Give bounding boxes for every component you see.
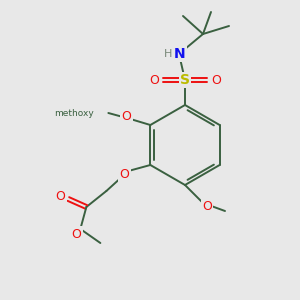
Text: O: O: [122, 110, 131, 122]
Text: methoxy: methoxy: [55, 109, 94, 118]
Text: O: O: [71, 227, 81, 241]
Text: O: O: [211, 74, 221, 86]
Text: H: H: [164, 49, 172, 59]
Text: O: O: [149, 74, 159, 86]
Text: O: O: [202, 200, 212, 214]
Text: O: O: [56, 190, 65, 202]
Text: N: N: [174, 47, 186, 61]
Text: O: O: [119, 167, 129, 181]
Text: S: S: [180, 73, 190, 87]
